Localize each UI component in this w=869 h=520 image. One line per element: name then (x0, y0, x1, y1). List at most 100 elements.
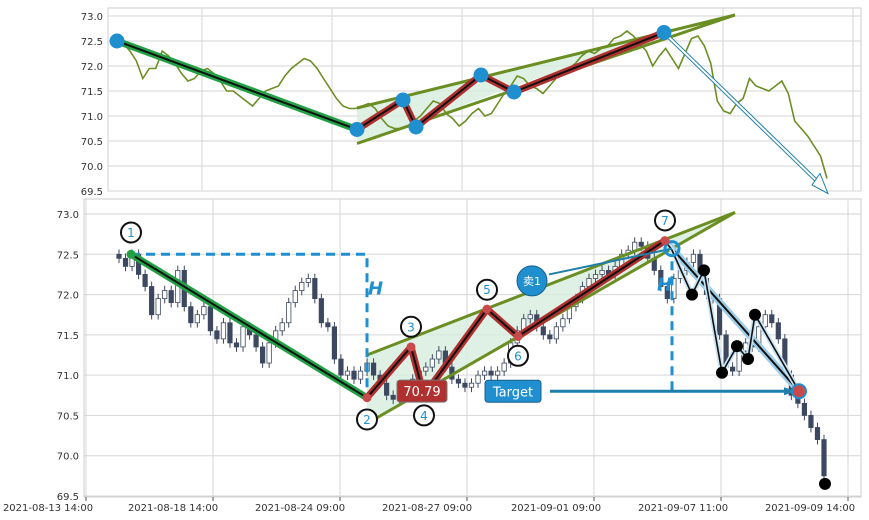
zigzag-pivot-dot (819, 477, 831, 490)
bottom-pivot-dot (482, 304, 492, 314)
candle-body (162, 290, 168, 299)
candle-body (671, 278, 677, 300)
candle-body (260, 346, 266, 364)
zigzag-pivot-dot (686, 288, 698, 301)
bottom-y-tick-label: 71.5 (57, 331, 79, 342)
candle-body (560, 318, 566, 328)
candle-body (292, 290, 298, 304)
candle-body (436, 350, 442, 360)
candle-body (553, 326, 559, 340)
candle-body (331, 326, 338, 360)
zigzag-pivot-dot (716, 366, 728, 379)
height-label-left: H (368, 279, 383, 300)
pivot-label-number: 7 (661, 214, 669, 228)
height-dash-left (131, 252, 369, 398)
candle-body (325, 322, 331, 328)
candle-body (233, 342, 240, 348)
height-label-right: H (657, 275, 672, 296)
top-y-tick-label: 73.0 (81, 12, 103, 23)
pivot-label-number: 5 (483, 283, 491, 297)
pivot-label-number: 1 (127, 226, 135, 240)
top-price-line (116, 29, 828, 179)
zigzag-pivot-dot (731, 340, 743, 353)
candle-body (762, 314, 768, 328)
pivot-label-number: 3 (407, 320, 415, 334)
price-label-text: 70.79 (403, 385, 440, 400)
top-price-panel: 73.0 72.5 72.0 71.5 71.0 70.5 70.0 69.5 (81, 7, 862, 198)
candle-body (122, 257, 129, 267)
candle-body (690, 253, 697, 263)
pivot-label-circle (120, 221, 142, 244)
bottom-pivot-dot (126, 249, 136, 259)
candle-body (266, 342, 272, 364)
candle-body (214, 330, 220, 340)
top-y-tick-label: 72.0 (81, 62, 103, 73)
zigzag-pivot-dot (698, 264, 710, 277)
bottom-y-tick-label: 70.5 (57, 411, 79, 422)
top-pivot-point (506, 84, 522, 100)
bottom-pivot-dot (660, 236, 670, 246)
candle-body (384, 382, 390, 396)
candle-body (468, 382, 475, 388)
sell-marker-label: 卖1 (523, 275, 541, 288)
bottom-pivot-dot (362, 393, 372, 403)
candle-body (188, 306, 194, 324)
pivot-label-circle (413, 404, 435, 427)
x-tick-label: 2021-08-24 09:00 (255, 503, 345, 514)
top-y-tick-label: 71.5 (81, 87, 103, 98)
top-pivot-point (395, 92, 411, 108)
candle-body (658, 269, 664, 287)
bottom-pivot-dot (406, 342, 416, 352)
top-pattern-leg-1 (116, 40, 358, 131)
bottom-y-tick-label: 73.0 (57, 210, 79, 221)
candle-body (351, 370, 357, 380)
candle-body (279, 322, 285, 332)
x-tick-label: 2021-08-18 14:00 (128, 503, 218, 514)
candle-body (299, 282, 305, 291)
top-y-tick-label: 70.5 (81, 137, 103, 148)
candle-body (227, 322, 233, 344)
candle-body (488, 370, 494, 376)
top-pivot-point (349, 122, 365, 137)
bottom-upper-trendline (366, 210, 736, 357)
top-y-tick-label: 70.0 (81, 162, 103, 173)
candle-body (253, 334, 259, 348)
candle-body (423, 366, 429, 372)
candle-body (207, 306, 213, 332)
candle-body (769, 314, 775, 324)
target-arrowhead (784, 387, 796, 396)
bottom-candlestick-panel: 73.072.572.071.571.070.570.069.52021-08-… (3, 198, 862, 514)
top-y-tick-label: 69.5 (81, 187, 103, 198)
x-tick-label: 2021-09-07 11:00 (638, 503, 728, 514)
candle-body (638, 241, 644, 247)
top-pivot-point (656, 25, 672, 40)
candle-body (155, 298, 161, 316)
candle-body (142, 274, 148, 287)
pivot-label-circle (356, 408, 378, 431)
candle-body (370, 362, 377, 376)
candle-body (599, 269, 605, 275)
sell-marker-circle (516, 265, 548, 297)
bottom-y-tick-label: 72.0 (57, 291, 79, 302)
candle-body (286, 302, 292, 324)
candle-body (357, 370, 364, 380)
candle-body (455, 378, 462, 384)
top-pivot-point (473, 67, 489, 83)
pivot-label-number: 4 (420, 409, 428, 423)
x-tick-label: 2021-08-27 09:00 (382, 503, 472, 514)
top-y-tick-label: 71.0 (81, 112, 103, 123)
candle-body (495, 370, 501, 376)
candle-body (632, 241, 638, 251)
candle-body (801, 402, 808, 416)
projection-line (664, 239, 800, 392)
pivot-label-circle (476, 278, 498, 301)
candle-body (338, 358, 344, 376)
candle-body (220, 322, 227, 340)
candle-body (730, 366, 736, 372)
x-tick-label: 2021-09-09 14:00 (765, 503, 855, 514)
zigzag-pivot-dot (742, 353, 754, 366)
candle-body (540, 326, 546, 336)
candle-body (318, 298, 324, 324)
top-y-tick-label: 72.5 (81, 37, 103, 48)
